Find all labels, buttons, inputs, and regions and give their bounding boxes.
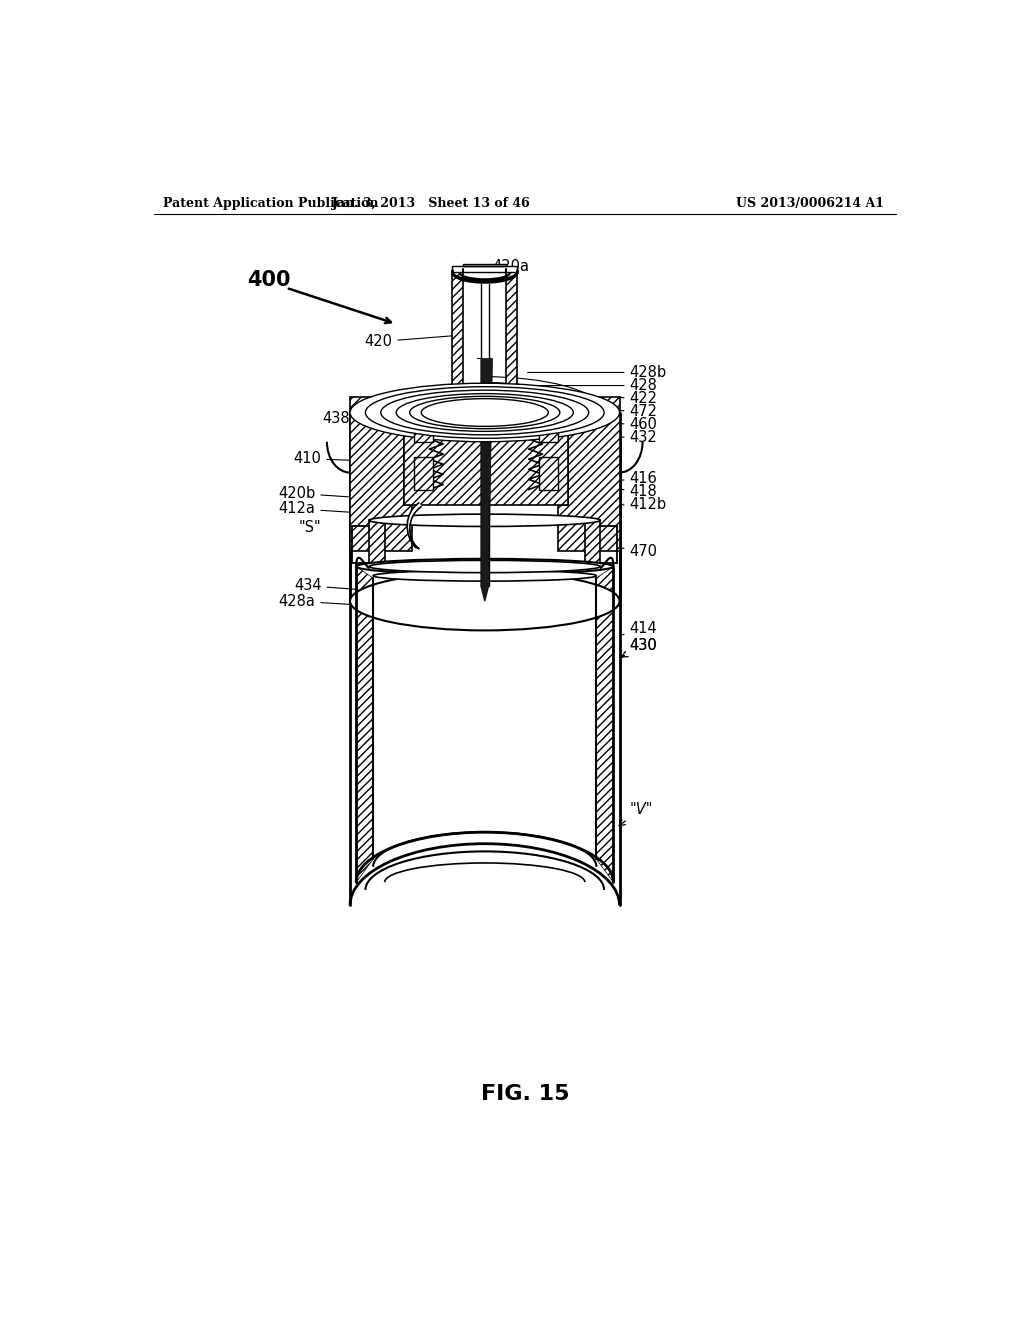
Text: 472: 472	[614, 404, 657, 420]
Ellipse shape	[410, 396, 560, 429]
Ellipse shape	[366, 387, 604, 438]
Text: FIG. 15: FIG. 15	[480, 1084, 569, 1104]
Polygon shape	[539, 457, 558, 490]
Text: 418: 418	[570, 483, 657, 499]
Polygon shape	[539, 409, 558, 442]
Polygon shape	[481, 586, 488, 601]
Ellipse shape	[381, 391, 589, 434]
Text: 410: 410	[294, 451, 412, 466]
Polygon shape	[453, 264, 517, 272]
Text: "S": "S"	[298, 520, 321, 536]
Polygon shape	[596, 566, 613, 882]
Text: 428a: 428a	[279, 594, 357, 609]
Polygon shape	[414, 457, 433, 490]
Text: 422: 422	[614, 391, 657, 407]
Ellipse shape	[373, 570, 596, 581]
Text: 420a: 420a	[493, 259, 529, 280]
Text: Patent Application Publication: Patent Application Publication	[163, 197, 379, 210]
Ellipse shape	[370, 515, 600, 527]
Text: 428b: 428b	[527, 364, 667, 380]
Polygon shape	[506, 272, 517, 405]
Text: 412b: 412b	[570, 498, 667, 512]
Text: 400: 400	[248, 271, 291, 290]
Text: 428: 428	[527, 378, 657, 393]
Polygon shape	[558, 397, 620, 552]
Ellipse shape	[402, 391, 566, 404]
Text: 416: 416	[623, 471, 657, 486]
Text: 420: 420	[365, 334, 454, 350]
Ellipse shape	[350, 383, 620, 442]
Ellipse shape	[396, 393, 573, 432]
Text: 470: 470	[618, 544, 657, 558]
Text: Jan. 3, 2013   Sheet 13 of 46: Jan. 3, 2013 Sheet 13 of 46	[332, 197, 530, 210]
Ellipse shape	[356, 558, 613, 574]
Ellipse shape	[370, 560, 600, 573]
Text: "V": "V"	[618, 801, 653, 826]
Text: 460: 460	[614, 417, 657, 433]
Ellipse shape	[350, 572, 620, 631]
Text: 412a: 412a	[279, 502, 353, 516]
Text: 432: 432	[614, 429, 657, 445]
Polygon shape	[585, 520, 600, 566]
Text: 434: 434	[294, 578, 357, 593]
Polygon shape	[414, 409, 433, 442]
Ellipse shape	[453, 400, 517, 411]
Polygon shape	[370, 520, 385, 566]
Text: 414: 414	[623, 620, 657, 636]
Text: 438: 438	[323, 411, 433, 436]
Polygon shape	[403, 397, 568, 506]
Text: 430: 430	[622, 638, 657, 657]
Polygon shape	[453, 272, 463, 405]
Polygon shape	[350, 397, 412, 552]
Text: 420b: 420b	[279, 486, 351, 500]
Polygon shape	[356, 566, 373, 882]
Text: 430: 430	[622, 638, 657, 657]
Ellipse shape	[421, 399, 548, 426]
PathPatch shape	[408, 503, 422, 549]
Text: US 2013/0006214 A1: US 2013/0006214 A1	[735, 197, 884, 210]
Polygon shape	[477, 359, 493, 586]
